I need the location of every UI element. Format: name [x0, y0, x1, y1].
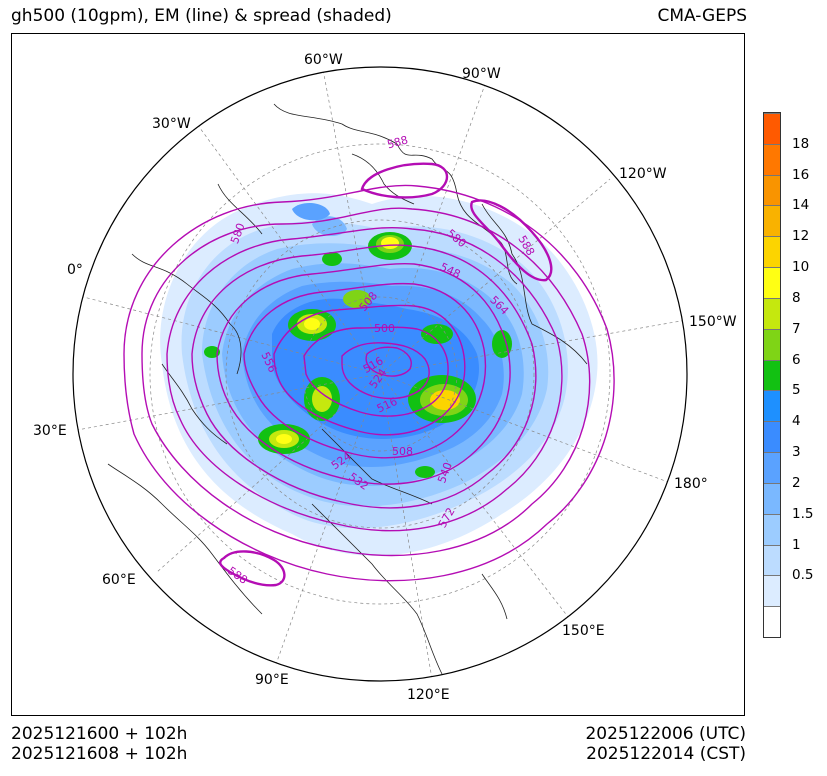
- longitude-label: 30°W: [152, 116, 191, 132]
- colorbar-segment: [764, 606, 780, 637]
- longitude-label: 180°: [674, 476, 708, 492]
- contour-label: 500: [374, 322, 395, 335]
- longitude-label: 60°W: [304, 52, 343, 68]
- colorbar-segment: [764, 113, 780, 144]
- colorbar-tick-label: 6: [792, 351, 801, 368]
- colorbar-tick-label: 1: [792, 536, 801, 553]
- map-boundary: [72, 66, 688, 682]
- spread-maxima: [204, 232, 512, 478]
- graticule: [73, 67, 687, 680]
- longitude-label: 150°E: [562, 623, 605, 639]
- colorbar-tick-label: 12: [792, 228, 810, 245]
- colorbar-segment: [764, 452, 780, 483]
- longitude-label-group: 60°W 90°W 30°W 120°W 0° 150°W 30°E 180° …: [33, 52, 737, 703]
- init-time-cst: 2025121608 + 102h: [11, 744, 188, 764]
- colorbar-tick-label: 4: [792, 413, 801, 430]
- colorbar-segment: [764, 513, 780, 545]
- longitude-label: 60°E: [102, 572, 136, 588]
- colorbar-segment: [764, 174, 780, 206]
- colorbar-tick-label: 7: [792, 320, 801, 337]
- polar-map: 588 580 588 580 548 564 508 500 556 516 …: [33, 52, 737, 703]
- colorbar-tick-label: 3: [792, 444, 801, 461]
- colorbar-segment: [764, 267, 780, 298]
- colorbar-tick-label: 16: [792, 166, 810, 183]
- colorbar-segment: [764, 205, 780, 237]
- longitude-label: 120°W: [619, 166, 667, 182]
- colorbar-tick-label: 2: [792, 474, 801, 491]
- longitude-label: 0°: [67, 262, 83, 278]
- init-time-utc: 2025121600 + 102h: [11, 724, 188, 744]
- colorbar-tick-label: 10: [792, 259, 810, 276]
- colorbar-segment: [764, 297, 780, 329]
- colorbar-tick-label: 1.5: [792, 505, 814, 522]
- colorbar-tick-label: 5: [792, 382, 801, 399]
- colorbar-tick-label: 8: [792, 289, 801, 306]
- colorbar-tick-label: 0.5: [792, 567, 814, 584]
- map-panel: 588 580 588 580 548 564 508 500 556 516 …: [11, 33, 745, 716]
- colorbar-segment: [764, 575, 780, 607]
- longitude-label: 150°W: [689, 314, 737, 330]
- colorbar-segment: [764, 421, 780, 453]
- colorbar-segment: [764, 359, 780, 391]
- colorbar-segment: [764, 544, 780, 576]
- valid-time-utc: 2025122006 (UTC): [585, 724, 746, 744]
- valid-time-cst: 2025122014 (CST): [586, 744, 746, 764]
- colorbar-tick-label: 18: [792, 135, 810, 152]
- longitude-label: 30°E: [33, 423, 67, 439]
- longitude-label: 120°E: [407, 687, 450, 703]
- coastlines: [107, 103, 588, 675]
- contour-label: 588: [386, 133, 410, 151]
- colorbar-tick-label: 14: [792, 197, 810, 214]
- init-time-block: 2025121600 + 102h 2025121608 + 102h: [11, 724, 187, 764]
- longitude-label: 90°E: [255, 672, 289, 688]
- model-name: CMA-GEPS: [657, 6, 747, 26]
- contour-label: 508: [392, 445, 413, 458]
- colorbar: [763, 112, 781, 638]
- longitude-label: 90°W: [462, 66, 501, 82]
- colorbar-segment: [764, 328, 780, 360]
- spread-shading: [160, 193, 598, 556]
- colorbar-segment: [764, 143, 780, 175]
- colorbar-segment: [764, 390, 780, 422]
- colorbar-segment: [764, 482, 780, 514]
- colorbar-segment: [764, 236, 780, 268]
- contour-lines: [123, 184, 615, 582]
- valid-time-block: 2025122006 (UTC) 2025122014 (CST): [585, 724, 746, 764]
- contour-588-lines: [219, 162, 553, 587]
- chart-title: gh500 (10gpm), EM (line) & spread (shade…: [11, 6, 392, 26]
- contour-label: 588: [225, 564, 250, 587]
